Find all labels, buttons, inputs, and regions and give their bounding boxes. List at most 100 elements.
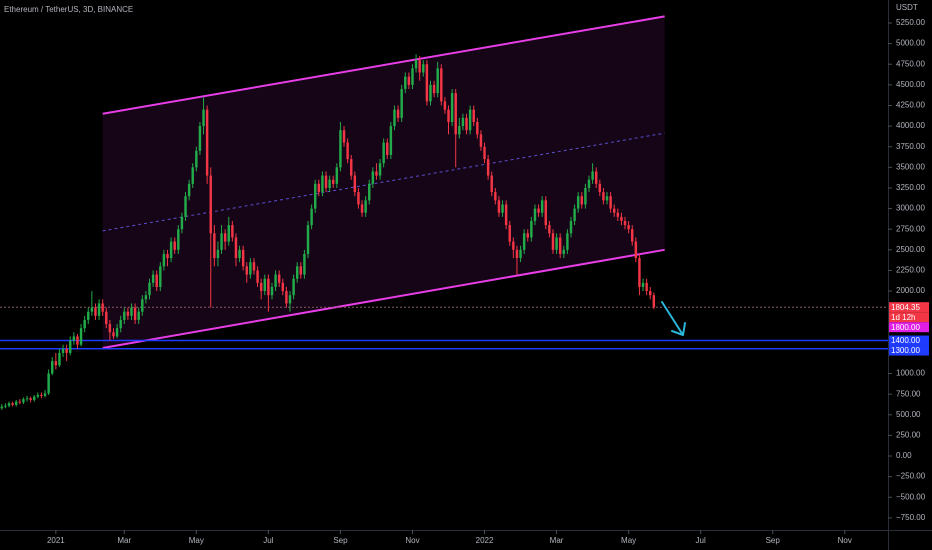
candle-body: [551, 233, 555, 250]
y-tick-label: 0.00: [896, 451, 912, 460]
candle-body: [321, 175, 324, 193]
candle-body: [612, 208, 616, 213]
candle-body: [569, 220, 573, 234]
candle-body: [11, 403, 14, 405]
candle-body: [544, 200, 547, 226]
candle-body: [195, 150, 198, 168]
candle-body: [548, 225, 551, 234]
candle-body: [562, 249, 566, 254]
candle-body: [29, 398, 32, 400]
y-tick-label: 750.00: [896, 389, 921, 398]
candle-body: [148, 282, 151, 296]
candle-body: [79, 328, 83, 345]
x-tick-label: May: [189, 536, 204, 545]
candle-body: [454, 93, 457, 135]
candle-body: [458, 126, 461, 135]
candle-body: [360, 204, 364, 213]
candle-body: [213, 233, 216, 259]
candle-body: [209, 175, 212, 234]
candle-body: [14, 401, 18, 405]
candle-body: [18, 401, 22, 403]
candle-body: [371, 171, 375, 184]
candle-body: [259, 282, 263, 292]
y-tick-label: −250.00: [896, 472, 926, 481]
candle-body: [187, 183, 191, 197]
candle-body: [141, 299, 144, 312]
candle-body: [97, 303, 101, 316]
candle-body: [609, 196, 612, 209]
candle-body: [422, 64, 425, 73]
candle-body: [339, 130, 342, 168]
candle-body: [252, 262, 256, 271]
x-tick-label: 2022: [476, 536, 494, 545]
candle-body: [155, 274, 158, 287]
candle-body: [368, 183, 371, 201]
y-tick-label: −750.00: [896, 513, 926, 522]
candle-body: [7, 403, 11, 406]
y-axis-label: USDT: [896, 3, 918, 12]
candle-body: [51, 361, 54, 374]
candle-body: [162, 253, 166, 267]
candle-body: [310, 208, 313, 226]
candle-body: [40, 394, 43, 396]
candle-body: [530, 220, 533, 238]
y-tick-label: 3250.00: [896, 183, 925, 192]
candle-body: [216, 249, 220, 259]
candle-body: [123, 311, 126, 320]
candle-body: [638, 258, 641, 287]
candle-body: [476, 121, 479, 135]
candle-body: [440, 68, 443, 102]
candle-body: [281, 282, 285, 292]
candle-body: [594, 171, 598, 184]
candle-body: [43, 393, 47, 396]
y-tick-label: 1000.00: [896, 369, 925, 378]
candle-body: [58, 352, 61, 366]
candle-body: [108, 324, 112, 333]
channel-lower: [102, 248, 665, 349]
x-tick-label: 2021: [47, 536, 65, 545]
y-tick-label: 3000.00: [896, 204, 925, 213]
candle-body: [61, 348, 65, 353]
last-price-label: 1804.35: [891, 303, 920, 312]
candle-body: [342, 130, 346, 143]
candle-body: [166, 253, 169, 259]
candle-body: [22, 399, 25, 403]
candle-body: [432, 84, 436, 94]
x-tick-label: Mar: [117, 536, 131, 545]
candle-body: [436, 68, 439, 94]
candle-body: [558, 237, 562, 254]
candle-body: [105, 311, 108, 325]
level-label: 1300.00: [891, 346, 920, 355]
candle-body: [313, 183, 317, 209]
candle-body: [443, 101, 447, 110]
candle-body: [177, 229, 180, 250]
candle-body: [357, 192, 360, 205]
y-tick-label: 2250.00: [896, 266, 925, 275]
x-tick-label: Nov: [838, 536, 852, 545]
candle-body: [126, 311, 130, 316]
candle-body: [393, 109, 396, 127]
candle-body: [184, 196, 187, 217]
channel-middle: [102, 132, 665, 232]
candle-body: [522, 233, 526, 250]
last-price-label-box: [889, 302, 929, 313]
candle-body: [256, 270, 259, 283]
candle-body: [270, 286, 274, 296]
candle-body: [241, 249, 245, 267]
candle-body: [386, 142, 389, 155]
candle-body: [623, 220, 627, 226]
candle-body: [429, 84, 432, 102]
candle-body: [576, 196, 580, 209]
candle-body: [130, 307, 133, 316]
candle-body: [173, 241, 176, 250]
candle-body: [223, 233, 227, 242]
candle-body: [519, 249, 522, 259]
candle-body: [4, 405, 7, 407]
level-label-box: [889, 335, 929, 346]
candle-body: [288, 295, 292, 304]
candle-body: [87, 311, 90, 320]
candle-body: [328, 179, 331, 188]
candle-body: [353, 175, 357, 193]
candle-body: [277, 274, 281, 283]
